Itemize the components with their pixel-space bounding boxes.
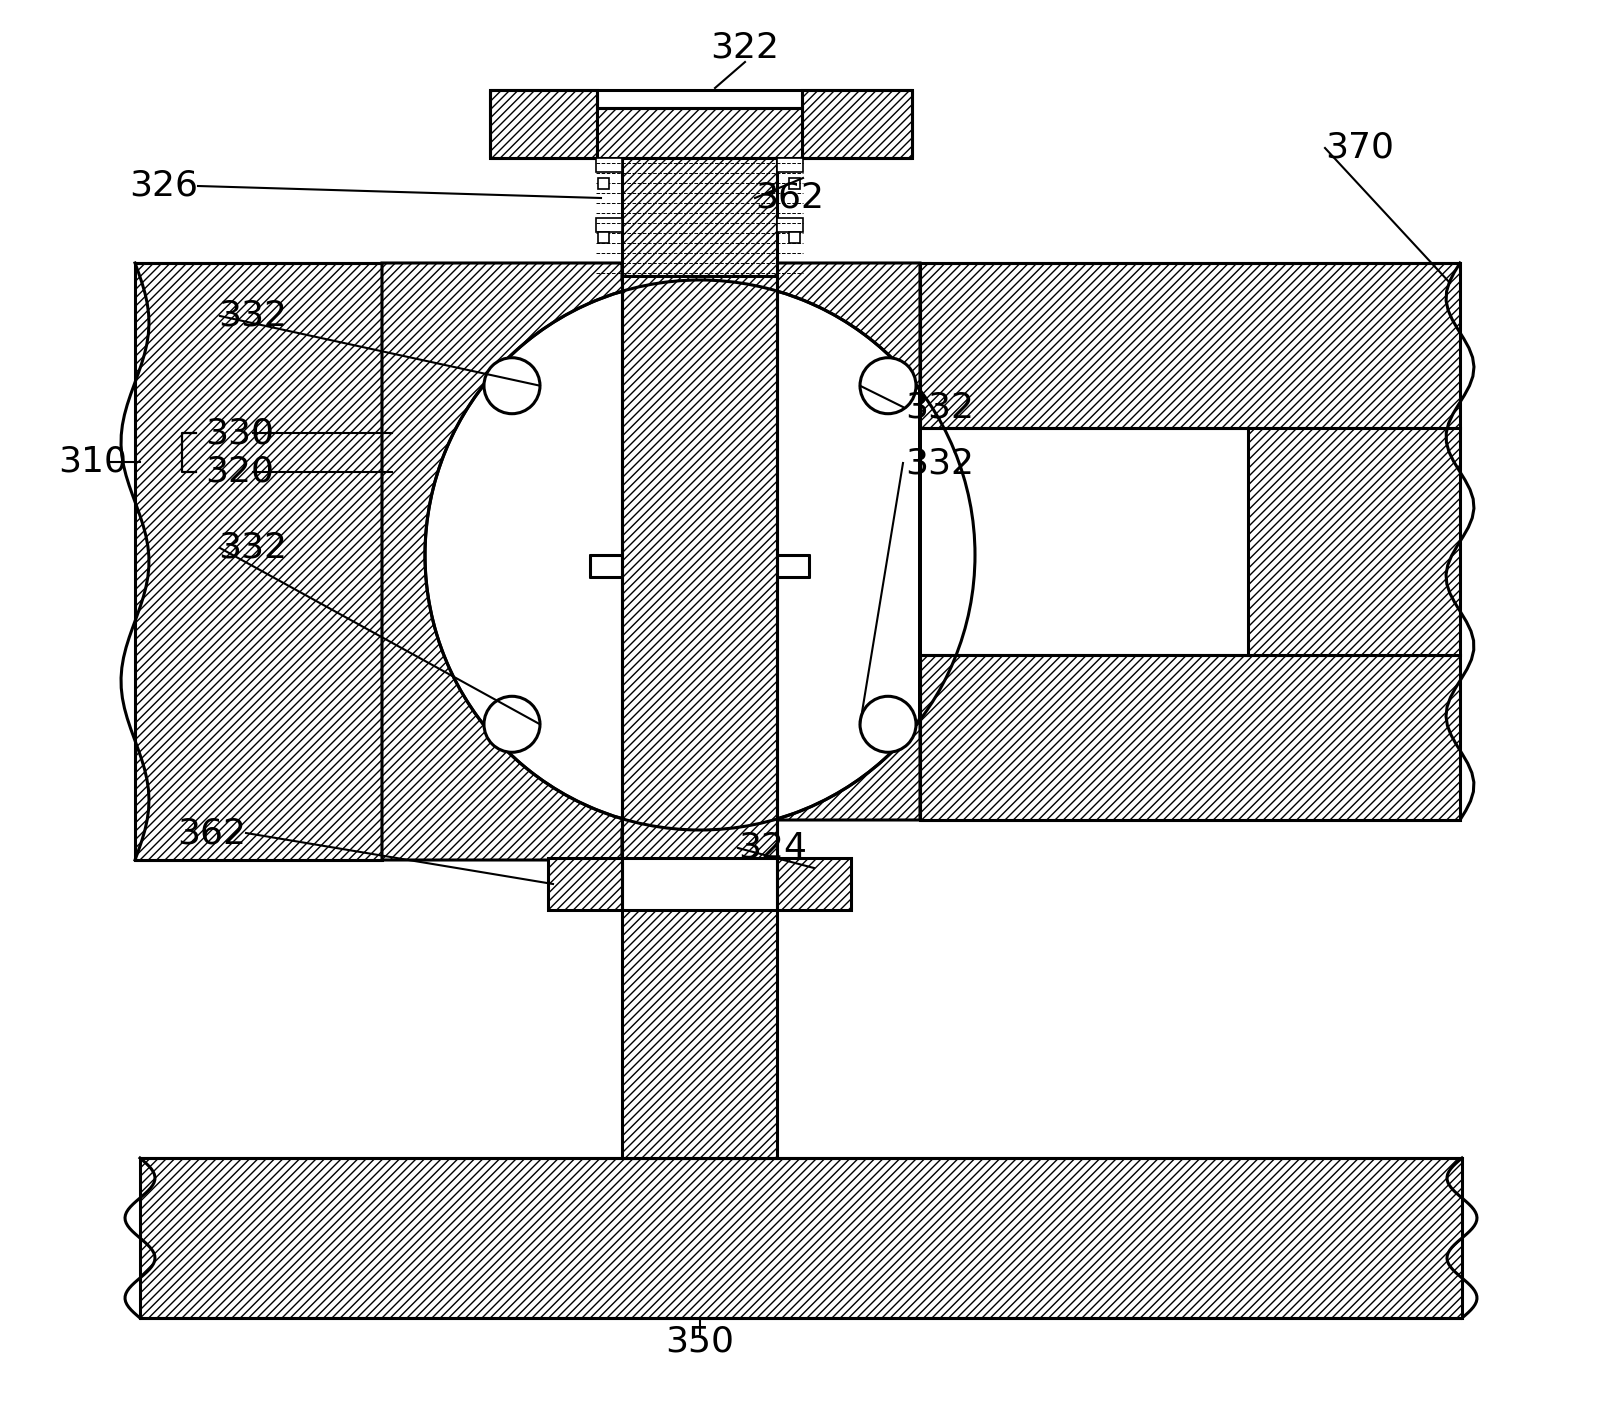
Polygon shape xyxy=(135,264,382,859)
Circle shape xyxy=(860,697,916,753)
Text: 332: 332 xyxy=(219,299,288,334)
Text: 310: 310 xyxy=(58,444,127,479)
Text: 326: 326 xyxy=(129,170,198,203)
Text: 320: 320 xyxy=(206,456,275,489)
Polygon shape xyxy=(919,655,1461,820)
Circle shape xyxy=(484,697,540,753)
Polygon shape xyxy=(778,217,804,231)
Text: 362: 362 xyxy=(755,181,824,215)
Polygon shape xyxy=(789,231,800,243)
Polygon shape xyxy=(598,231,609,243)
Polygon shape xyxy=(778,158,804,172)
Polygon shape xyxy=(596,158,622,172)
Circle shape xyxy=(484,358,540,414)
Polygon shape xyxy=(382,264,701,859)
Text: 350: 350 xyxy=(665,1325,734,1359)
Polygon shape xyxy=(622,158,778,276)
Polygon shape xyxy=(548,858,622,910)
Polygon shape xyxy=(140,1158,1462,1318)
Text: 332: 332 xyxy=(905,390,974,423)
Circle shape xyxy=(860,358,916,414)
Text: 330: 330 xyxy=(206,416,275,450)
Text: 362: 362 xyxy=(177,816,246,850)
Polygon shape xyxy=(622,910,778,1158)
Polygon shape xyxy=(789,178,800,189)
Polygon shape xyxy=(701,264,919,820)
Polygon shape xyxy=(490,90,596,158)
Text: 324: 324 xyxy=(738,831,807,865)
Polygon shape xyxy=(778,858,852,910)
Polygon shape xyxy=(596,217,622,231)
Text: 370: 370 xyxy=(1326,130,1393,165)
Polygon shape xyxy=(596,108,802,158)
Polygon shape xyxy=(1249,428,1461,655)
Text: 332: 332 xyxy=(219,531,288,565)
Polygon shape xyxy=(802,90,913,158)
Polygon shape xyxy=(919,264,1461,428)
Polygon shape xyxy=(598,178,609,189)
Text: 332: 332 xyxy=(905,446,974,479)
Text: 322: 322 xyxy=(710,31,779,64)
Polygon shape xyxy=(622,276,778,858)
